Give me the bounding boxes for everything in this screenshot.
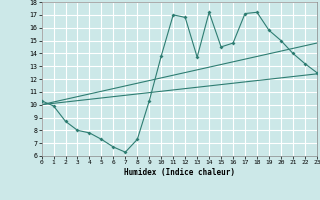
X-axis label: Humidex (Indice chaleur): Humidex (Indice chaleur): [124, 168, 235, 177]
